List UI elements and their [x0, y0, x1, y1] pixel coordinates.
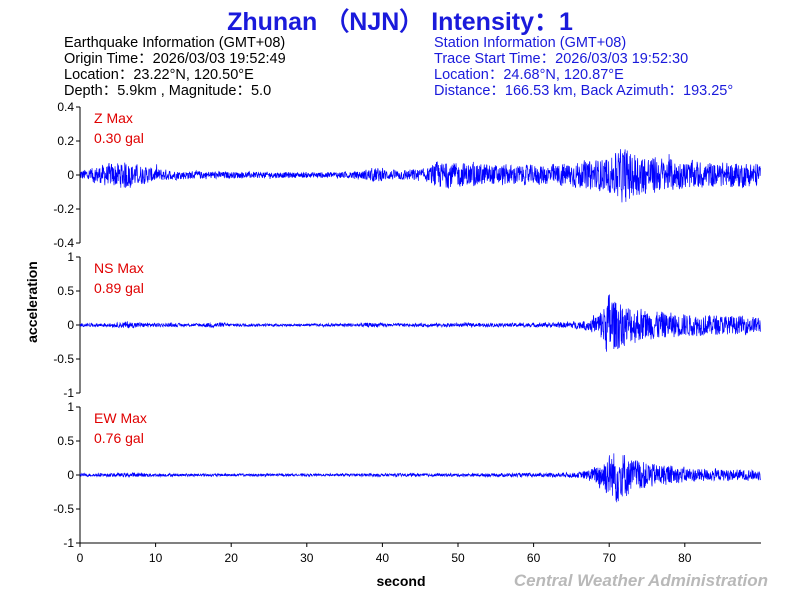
epicenter-location: Location：23.22°N, 120.50°E — [64, 67, 254, 83]
waveform-trace — [79, 294, 761, 352]
y-tick-label: 0.4 — [57, 100, 74, 114]
panel-ew: 1 0.5 0 -0.5 -1 EW Max 0.76 gal — [53, 400, 761, 550]
y-tick-label: -0.5 — [53, 352, 74, 366]
x-tick-label: 50 — [451, 551, 465, 565]
x-tick-label: 40 — [376, 551, 390, 565]
max-value: 0.30 gal — [94, 130, 144, 146]
y-tick-label: 1 — [67, 400, 74, 414]
y-tick-label: -1 — [63, 386, 74, 400]
x-tick-label: 60 — [527, 551, 541, 565]
y-tick-label: -1 — [63, 536, 74, 550]
y-tick-label: 0 — [67, 318, 74, 332]
station-info-heading: Station Information (GMT+08) — [434, 35, 627, 51]
x-tick-label: 80 — [678, 551, 692, 565]
panel-ns: 1 0.5 0 -0.5 -1 NS Max 0.89 gal — [53, 250, 761, 400]
y-tick-label: 0.2 — [57, 134, 74, 148]
y-tick-label: 1 — [67, 250, 74, 264]
y-tick-label: 0.5 — [57, 434, 74, 448]
x-tick-label: 0 — [77, 551, 84, 565]
x-tick-label: 10 — [149, 551, 163, 565]
panel-z: 0.4 0.2 0 -0.2 -0.4 Z Max 0.30 gal — [53, 100, 761, 250]
x-tick-label: 70 — [603, 551, 617, 565]
station-info: Station Information (GMT+08) Trace Start… — [434, 35, 733, 99]
distance-azimuth: Distance：166.53 km, Back Azimuth：193.25° — [434, 83, 734, 99]
y-tick-label: -0.4 — [53, 236, 74, 250]
waveform-trace — [79, 453, 761, 503]
y-tick-label: 0.5 — [57, 284, 74, 298]
agency-credit: Central Weather Administration — [514, 571, 768, 590]
max-value: 0.76 gal — [94, 430, 144, 446]
y-tick-label: -0.2 — [53, 202, 74, 216]
max-label: EW Max — [94, 410, 147, 426]
max-value: 0.89 gal — [94, 280, 144, 296]
earthquake-info: Earthquake Information (GMT+08) Origin T… — [64, 35, 286, 99]
depth-magnitude: Depth：5.9km , Magnitude：5.0 — [64, 83, 272, 99]
y-tick-label: 0 — [67, 168, 74, 182]
y-tick-label: 0 — [67, 468, 74, 482]
waveform-trace — [79, 149, 761, 203]
x-tick-label: 30 — [300, 551, 314, 565]
y-axis-label: acceleration — [24, 261, 40, 343]
trace-start-time: Trace Start Time：2026/03/03 19:52:30 — [434, 51, 689, 67]
x-axis-label: second — [376, 573, 425, 589]
origin-time: Origin Time：2026/03/03 19:52:49 — [64, 51, 286, 67]
x-tick-label: 20 — [225, 551, 239, 565]
station-location: Location：24.68°N, 120.87°E — [434, 67, 624, 83]
max-label: NS Max — [94, 260, 144, 276]
max-label: Z Max — [94, 110, 133, 126]
y-tick-label: -0.5 — [53, 502, 74, 516]
earthquake-info-heading: Earthquake Information (GMT+08) — [64, 35, 286, 51]
page-title: Zhunan （NJN） Intensity：1 — [227, 8, 573, 36]
